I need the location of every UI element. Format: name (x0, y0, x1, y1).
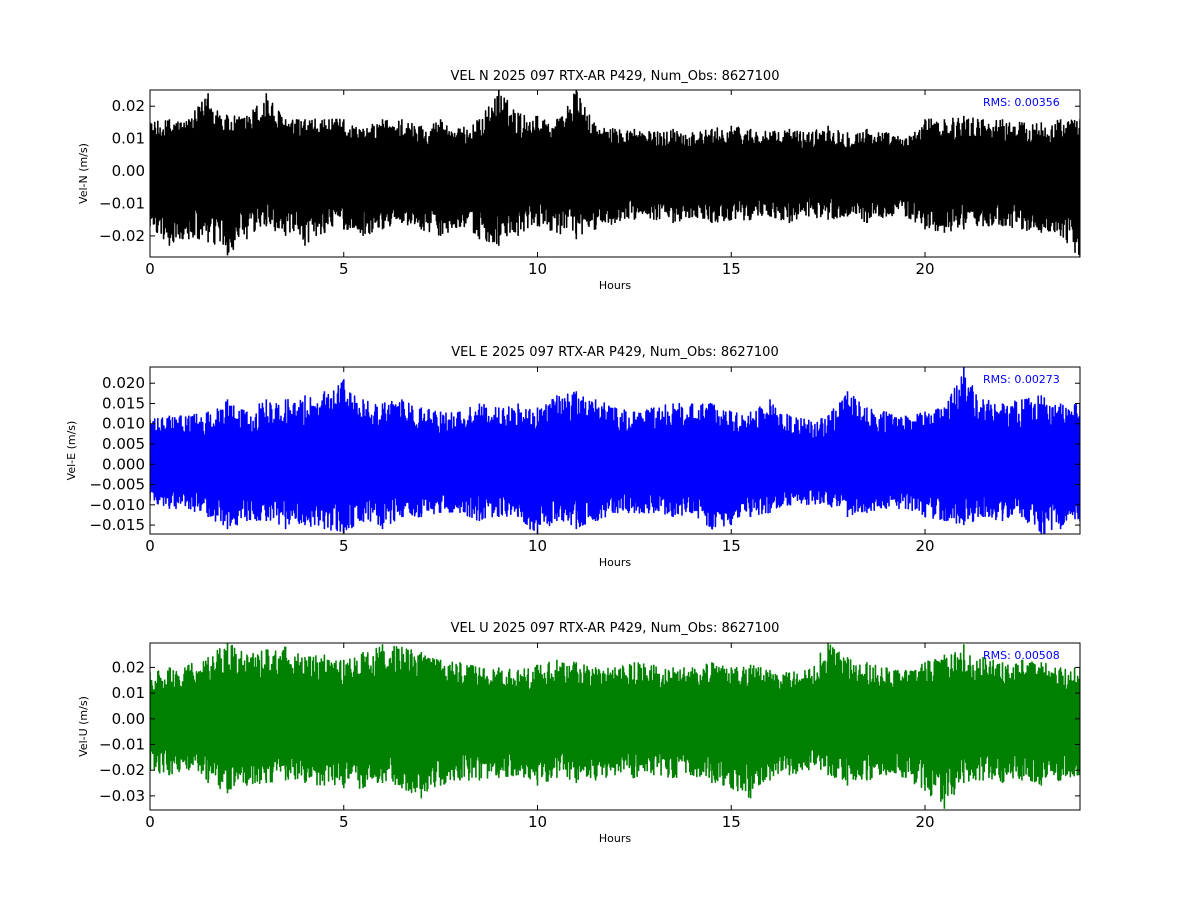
rms-annotation: RMS: 0.00508 (983, 649, 1060, 662)
x-tick-label: 0 (145, 260, 155, 278)
y-tick-label: 0.010 (102, 415, 145, 433)
x-tick-label: 20 (915, 537, 934, 555)
y-axis-label: Vel-U (m/s) (77, 696, 90, 757)
x-tick-label: 0 (145, 537, 155, 555)
x-tick-label: 5 (339, 260, 349, 278)
y-tick-label: 0.01 (112, 684, 145, 702)
y-tick-label: −0.015 (89, 516, 145, 534)
axes-frame (149, 642, 1081, 811)
chart-panel-up: VEL U 2025 097 RTX-AR P429, Num_Obs: 862… (77, 621, 1081, 845)
x-axis-label: Hours (599, 832, 631, 845)
x-tick-label: 0 (145, 813, 155, 831)
y-tick-label: 0.00 (112, 162, 145, 180)
y-axis-label: Vel-N (m/s) (77, 143, 90, 204)
x-tick-label: 5 (339, 813, 349, 831)
axes-frame (149, 89, 1081, 258)
plot-area: 0 5 10 15 20 −0.02 −0.01 0.00 0.01 0.02 (99, 89, 1081, 278)
x-tick-label: 15 (722, 260, 741, 278)
x-axis-label: Hours (599, 556, 631, 569)
chart-title: VEL E 2025 097 RTX-AR P429, Num_Obs: 862… (451, 345, 778, 360)
y-tick-label: 0.005 (102, 435, 145, 453)
y-tick-label: 0.000 (102, 455, 145, 473)
chart-title: VEL U 2025 097 RTX-AR P429, Num_Obs: 862… (451, 621, 780, 636)
x-tick-label: 15 (722, 537, 741, 555)
y-tick-label: 0.01 (112, 130, 145, 148)
rms-annotation: RMS: 0.00356 (983, 96, 1060, 109)
plot-area: 0 5 10 15 20 −0.015 −0.010 −0.005 0.000 0.005 0.01… (89, 366, 1081, 555)
y-tick-label: −0.02 (99, 761, 145, 779)
x-tick-label: 10 (528, 537, 547, 555)
x-tick-label: 15 (722, 813, 741, 831)
axes-frame (149, 366, 1081, 535)
y-tick-label: 0.020 (102, 374, 145, 392)
x-tick-label: 20 (915, 260, 934, 278)
x-tick-label: 10 (528, 813, 547, 831)
y-tick-label: 0.02 (112, 658, 145, 676)
chart-panel-north: VEL N 2025 097 RTX-AR P429, Num_Obs: 862… (77, 69, 1081, 292)
y-tick-label: 0.02 (112, 97, 145, 115)
y-tick-label: −0.005 (89, 476, 145, 494)
chart-title: VEL N 2025 097 RTX-AR P429, Num_Obs: 862… (451, 69, 780, 84)
series-line (150, 643, 1080, 809)
y-tick-label: 0.015 (102, 394, 145, 412)
y-tick-label: −0.02 (99, 227, 145, 245)
y-tick-label: 0.00 (112, 710, 145, 728)
y-tick-label: −0.03 (99, 787, 145, 805)
x-axis-label: Hours (599, 279, 631, 292)
y-tick-label: −0.010 (89, 496, 145, 514)
chart-panel-east: VEL E 2025 097 RTX-AR P429, Num_Obs: 862… (65, 345, 1081, 569)
y-tick-label: −0.01 (99, 194, 145, 212)
x-tick-label: 5 (339, 537, 349, 555)
series-line (150, 367, 1080, 534)
y-axis-label: Vel-E (m/s) (65, 421, 78, 481)
plot-area: 0 5 10 15 20 −0.03 −0.02 −0.01 0.00 0.01 0.02 (99, 642, 1081, 831)
y-tick-label: −0.01 (99, 735, 145, 753)
x-tick-label: 10 (528, 260, 547, 278)
series-line (150, 90, 1080, 257)
rms-annotation: RMS: 0.00273 (983, 373, 1060, 386)
x-tick-label: 20 (915, 813, 934, 831)
